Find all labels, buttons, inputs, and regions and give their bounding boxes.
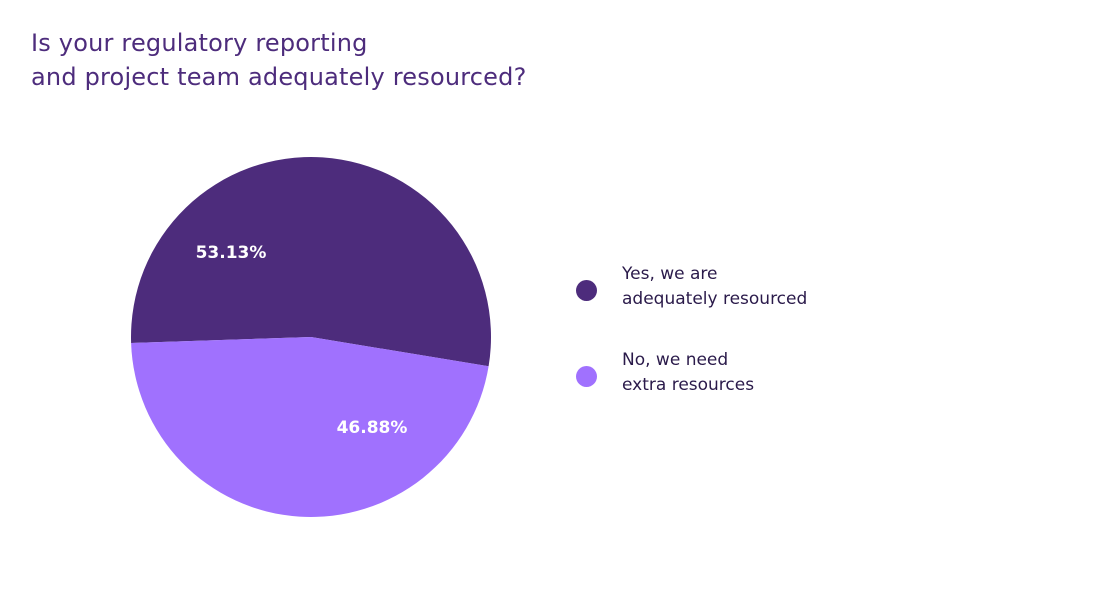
legend-label-no-1: No, we need — [622, 350, 729, 370]
title-line-2: and project team adequately resourced? — [31, 63, 527, 91]
legend-label-yes-1: Yes, we are — [622, 264, 718, 284]
legend-swatch-yes — [576, 280, 597, 301]
legend-label-yes-2: adequately resourced — [622, 289, 808, 309]
data-label-1: 46.88% — [337, 418, 408, 438]
chart-title: Is your regulatory reporting and project… — [31, 26, 527, 94]
legend-label-no-2: extra resources — [622, 375, 755, 395]
title-line-1: Is your regulatory reporting — [31, 29, 368, 57]
pie-slice-1 — [131, 337, 489, 518]
pie-slice-0 — [131, 157, 492, 367]
data-label-0: 53.13% — [196, 243, 267, 263]
legend-swatch-no — [576, 366, 597, 387]
